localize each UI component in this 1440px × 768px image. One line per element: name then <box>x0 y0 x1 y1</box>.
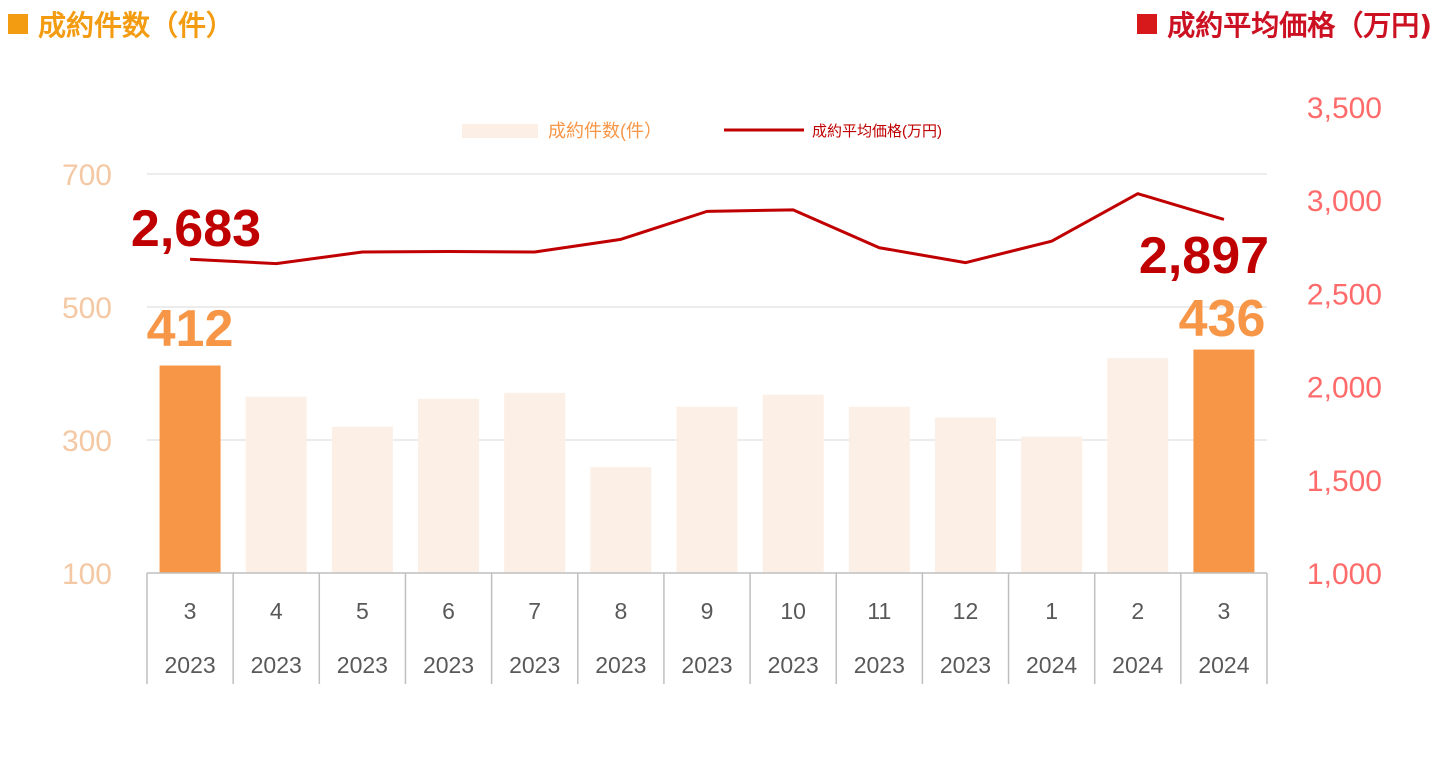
x-month-label: 6 <box>442 598 455 624</box>
orange-square-icon <box>8 14 28 34</box>
x-year-label: 2024 <box>1026 652 1077 678</box>
right-axis-legend: 成約平均価格（万円) <box>1137 4 1432 44</box>
x-month-label: 8 <box>614 598 627 624</box>
right-tick-label: 1,500 <box>1307 465 1382 498</box>
bar <box>1107 358 1169 573</box>
first-price-label: 2,683 <box>131 200 261 258</box>
left-axis-legend: 成約件数（件） <box>8 4 234 44</box>
x-month-label: 1 <box>1045 598 1058 624</box>
left-tick-label: 700 <box>62 159 112 192</box>
x-year-label: 2023 <box>337 652 388 678</box>
x-year-label: 2023 <box>940 652 991 678</box>
bar <box>934 417 996 573</box>
x-year-label: 2023 <box>768 652 819 678</box>
legend-bar-swatch <box>462 124 538 138</box>
price-line <box>190 192 1225 266</box>
bar <box>762 394 824 573</box>
left-tick-label: 300 <box>62 425 112 458</box>
x-year-label: 2024 <box>1198 652 1249 678</box>
bar <box>245 396 307 573</box>
x-month-label: 4 <box>270 598 283 624</box>
chart-legend: 成約件数(件） 成約平均価格(万円) <box>462 121 942 141</box>
bar <box>1021 436 1083 573</box>
x-month-label: 7 <box>528 598 541 624</box>
right-tick-label: 2,500 <box>1307 278 1382 311</box>
x-year-label: 2023 <box>595 652 646 678</box>
right-tick-label: 3,000 <box>1307 185 1382 218</box>
x-year-label: 2023 <box>854 652 905 678</box>
line-series <box>190 192 1225 266</box>
x-month-label: 9 <box>701 598 714 624</box>
right-tick-label: 3,500 <box>1307 92 1382 125</box>
right-y-axis: 1,000 1,500 2,000 2,500 3,000 3,500 <box>1307 92 1382 591</box>
x-month-label: 12 <box>953 598 979 624</box>
bar <box>418 398 480 573</box>
x-year-label: 2023 <box>509 652 560 678</box>
bar <box>504 392 566 573</box>
left-tick-label: 500 <box>62 292 112 325</box>
left-y-axis: 100 300 500 700 <box>62 159 112 591</box>
first-count-label: 412 <box>147 300 234 358</box>
bar <box>676 406 738 573</box>
x-axis: 3 2023 4 2023 5 2023 6 2023 7 2023 8 2023 9 2023 10 202… <box>146 572 1268 684</box>
x-month-label: 11 <box>867 598 891 624</box>
x-year-label: 2023 <box>681 652 732 678</box>
x-year-label: 2023 <box>164 652 215 678</box>
right-tick-label: 2,000 <box>1307 372 1382 405</box>
legend-line-label: 成約平均価格(万円) <box>812 123 942 140</box>
x-year-label: 2023 <box>423 652 474 678</box>
legend-bar-label: 成約件数(件） <box>548 121 662 141</box>
bar <box>331 426 393 573</box>
right-axis-legend-label: 成約平均価格（万円) <box>1167 9 1432 42</box>
red-square-icon <box>1137 14 1158 34</box>
last-count-label: 436 <box>1179 290 1266 348</box>
bar <box>848 406 910 573</box>
left-tick-label: 100 <box>62 558 112 591</box>
x-year-label: 2023 <box>251 652 302 678</box>
x-month-label: 2 <box>1131 598 1144 624</box>
last-price-label: 2,897 <box>1139 227 1269 285</box>
bar <box>590 467 652 573</box>
x-year-label: 2024 <box>1112 652 1163 678</box>
bar <box>159 365 221 573</box>
annotations: 2,683 2,897 412 436 <box>131 200 1269 358</box>
bar <box>1193 349 1255 573</box>
x-month-label: 3 <box>184 598 197 624</box>
bar-series <box>159 349 1255 573</box>
x-month-label: 5 <box>356 598 369 624</box>
x-month-label: 10 <box>780 598 806 624</box>
x-month-label: 3 <box>1218 598 1231 624</box>
right-tick-label: 1,000 <box>1307 558 1382 591</box>
left-axis-legend-label: 成約件数（件） <box>38 9 235 42</box>
